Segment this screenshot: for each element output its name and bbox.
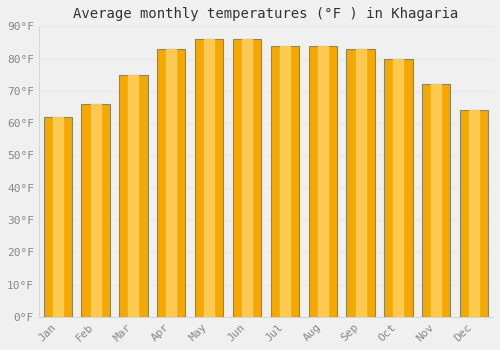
Bar (233, 39, 261, 317)
Bar (204, 39, 214, 317)
Bar (166, 49, 176, 317)
Title: Average monthly temperatures (°F ) in Khagaria: Average monthly temperatures (°F ) in Kh… (74, 7, 458, 21)
Bar (242, 39, 252, 317)
Bar (128, 75, 138, 317)
Bar (469, 110, 479, 317)
Bar (82, 104, 110, 317)
Bar (270, 46, 299, 317)
Bar (44, 117, 72, 317)
Bar (394, 58, 404, 317)
Bar (422, 84, 450, 317)
Bar (53, 117, 62, 317)
Bar (157, 49, 186, 317)
Bar (195, 39, 224, 317)
Bar (90, 104, 101, 317)
Bar (280, 46, 290, 317)
Bar (460, 110, 488, 317)
Bar (432, 84, 441, 317)
Bar (318, 46, 328, 317)
Bar (356, 49, 366, 317)
Bar (119, 75, 148, 317)
Bar (384, 58, 412, 317)
Bar (308, 46, 337, 317)
Bar (346, 49, 375, 317)
